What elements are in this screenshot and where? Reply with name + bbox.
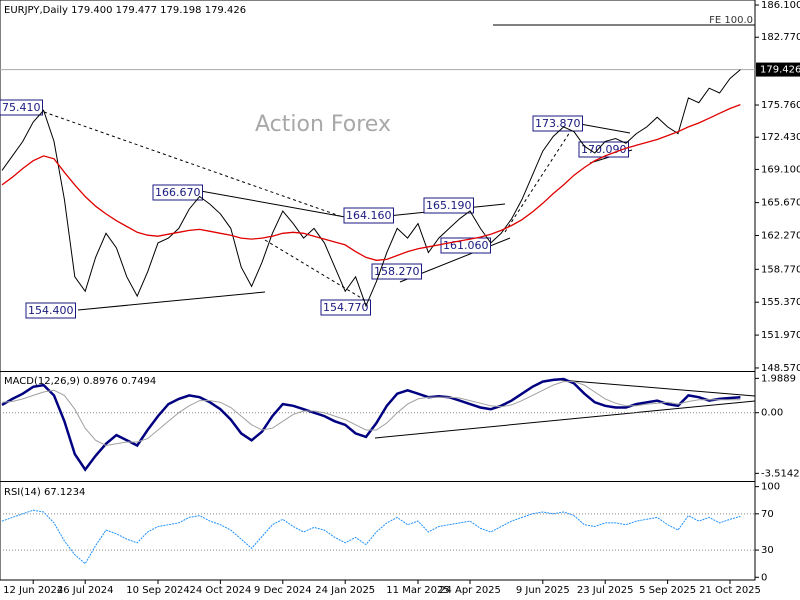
y-tick-label: 182.770 — [761, 32, 800, 43]
series-line — [1, 103, 741, 261]
trendline — [374, 400, 756, 439]
annotation: 166.670 — [155, 186, 201, 199]
x-tick-label: 5 Sep 2025 — [639, 585, 696, 596]
trendline — [579, 123, 631, 134]
series-line — [1, 381, 741, 447]
panel-title: RSI(14) 67.1234 — [4, 487, 85, 498]
x-tick-label: 9 Dec 2024 — [254, 585, 312, 596]
y-tick-label: 165.670 — [761, 198, 800, 209]
annotation: 164.160 — [346, 209, 392, 222]
y-tick-label: 1.9889 — [761, 373, 796, 384]
trendline — [504, 131, 571, 233]
y-tick-label: 151.970 — [761, 330, 800, 341]
trendline — [77, 291, 266, 311]
x-tick-label: 21 Oct 2025 — [699, 585, 761, 596]
y-tick-label: -3.5142 — [761, 468, 800, 479]
trendlines — [43, 24, 756, 439]
y-tick-label: 169.100 — [761, 164, 800, 175]
trendline — [43, 111, 341, 217]
y-tick-label: 100 — [761, 482, 780, 493]
y-tick-label: 158.770 — [761, 264, 800, 275]
chart-title: EURJPY,Daily 179.400 179.477 179.198 179… — [4, 5, 246, 16]
x-tick-label: 9 Jun 2025 — [516, 585, 570, 596]
annotation: 158.270 — [374, 265, 420, 278]
annotation-box — [320, 299, 371, 316]
annotation-box — [423, 197, 474, 214]
y-tick-label: 30 — [761, 545, 774, 556]
y-tick-label: 70 — [761, 509, 774, 520]
y-tick-label: 175.760 — [761, 100, 800, 111]
x-tick-label: 11 Mar 2025 — [386, 585, 449, 596]
y-tick-label: 172.430 — [761, 132, 800, 143]
x-tick-label: 26 Jul 2024 — [57, 585, 114, 596]
annotation-box — [25, 302, 76, 319]
y-tick-label: 162.270 — [761, 230, 800, 241]
y-tick-label: 186.100 — [761, 0, 800, 11]
annotation: 154.400 — [28, 304, 74, 317]
y-tick-label: 0 — [761, 572, 767, 583]
annotation: 170.090 — [581, 143, 627, 156]
x-tick-label: 24 Apr 2025 — [439, 585, 501, 596]
annotation: 161.060 — [443, 239, 489, 252]
annotation: 173.870 — [535, 117, 581, 130]
annotation-box — [371, 263, 422, 280]
annotation: 75.410 — [2, 101, 41, 114]
annotation-box — [152, 184, 203, 201]
fe-label: FE 100.0 — [709, 15, 753, 26]
annotation-box — [532, 115, 583, 132]
x-tick-label: 12 Jun 2024 — [3, 585, 63, 596]
last-price-box — [756, 62, 800, 77]
x-tick-label: 24 Jan 2025 — [315, 585, 375, 596]
plot-frame — [0, 0, 756, 581]
trendline — [264, 239, 369, 303]
watermark: Action Forex — [255, 112, 391, 137]
annotation-box — [343, 207, 394, 224]
y-tick-label: 148.570 — [761, 363, 800, 374]
x-tick-label: 24 Oct 2024 — [189, 585, 251, 596]
panel-title: MACD(12,26,9) 0.8976 0.7494 — [4, 376, 156, 387]
trendline — [194, 189, 346, 218]
annotation-box — [0, 99, 43, 116]
y-tick-label: 155.370 — [761, 297, 800, 308]
x-tick-label: 23 Jul 2025 — [577, 585, 634, 596]
trendline — [559, 379, 756, 397]
annotation: 154.770 — [323, 301, 369, 314]
last-price-label: 179.426 — [760, 65, 800, 76]
x-tick-label: 10 Sep 2024 — [126, 585, 189, 596]
series-line — [1, 509, 741, 565]
y-tick-label: 0.00 — [761, 408, 783, 419]
series-line — [1, 69, 741, 308]
annotation: 165.190 — [426, 199, 472, 212]
